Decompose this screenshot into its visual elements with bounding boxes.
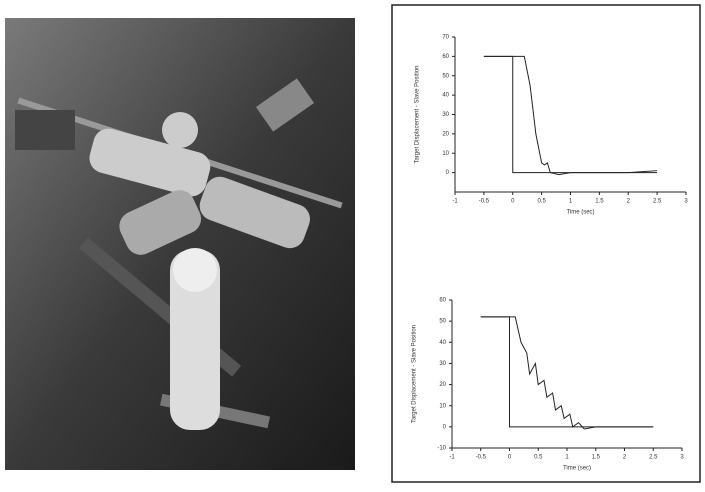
y-tick-label: 20 <box>439 382 446 388</box>
y-tick-label: 60 <box>442 54 449 60</box>
y-tick-label: 70 <box>442 35 449 41</box>
y-tick-label: 20 <box>442 131 449 137</box>
x-tick-label: 3 <box>684 199 688 205</box>
x-tick-label: 2 <box>627 199 631 205</box>
y-tick-label: 10 <box>442 151 449 157</box>
x-tick-label: 2 <box>623 455 627 461</box>
x-tick-label: 1.5 <box>595 199 604 205</box>
x-tick-label: 1.5 <box>592 455 601 461</box>
x-axis-label: Time (sec) <box>563 466 591 472</box>
x-tick-label: 0 <box>508 455 512 461</box>
x-tick-label: 0 <box>511 199 515 205</box>
y-tick-label: 30 <box>442 112 449 118</box>
x-tick-label: 0.5 <box>537 199 546 205</box>
x-tick-label: -0.5 <box>476 455 487 461</box>
y-tick-label: 30 <box>439 361 446 367</box>
y-tick-label: 10 <box>439 403 446 409</box>
y-axis-label: Target Displacement - Slave Position <box>415 65 421 163</box>
y-tick-label: -10 <box>437 446 446 452</box>
y-tick-label: 0 <box>446 170 450 176</box>
y-tick-label: 0 <box>443 424 447 430</box>
x-axis-label: Time (sec) <box>566 210 594 216</box>
y-tick-label: 40 <box>442 93 449 99</box>
y-axis-label: Target Displacement - Slave Position <box>412 325 418 423</box>
x-tick-label: 3 <box>680 455 684 461</box>
x-tick-label: -1 <box>452 199 458 205</box>
station-photo <box>5 18 355 470</box>
y-tick-label: 50 <box>439 319 446 325</box>
x-tick-label: -1 <box>449 455 455 461</box>
x-tick-label: 0.5 <box>534 455 543 461</box>
x-tick-label: 2.5 <box>653 199 662 205</box>
y-tick-label: 50 <box>442 73 449 79</box>
y-tick-label: 60 <box>439 298 446 304</box>
x-tick-label: -0.5 <box>479 199 490 205</box>
x-tick-label: 1 <box>565 455 569 461</box>
page-frame <box>391 4 701 483</box>
x-tick-label: 2.5 <box>649 455 658 461</box>
x-tick-label: 1 <box>569 199 573 205</box>
data-line <box>480 316 654 430</box>
data-line <box>483 55 658 176</box>
y-tick-label: 40 <box>439 340 446 346</box>
